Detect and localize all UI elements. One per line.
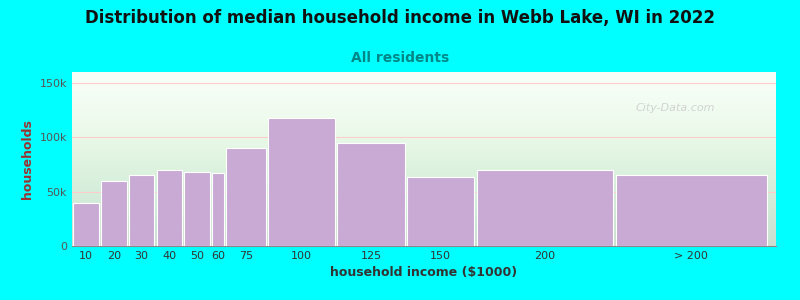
Bar — [616, 175, 766, 246]
X-axis label: household income ($1000): household income ($1000) — [330, 266, 518, 279]
Text: All residents: All residents — [351, 51, 449, 65]
Bar — [268, 118, 335, 246]
Bar — [407, 178, 474, 246]
Bar — [338, 143, 405, 246]
Bar — [129, 175, 154, 246]
Bar — [157, 170, 182, 246]
Bar — [226, 148, 266, 246]
Bar — [185, 172, 210, 246]
Bar — [477, 170, 614, 246]
Bar — [101, 181, 126, 246]
Text: Distribution of median household income in Webb Lake, WI in 2022: Distribution of median household income … — [85, 9, 715, 27]
Bar — [73, 202, 98, 246]
Text: City-Data.com: City-Data.com — [635, 103, 714, 113]
Bar — [212, 173, 224, 246]
Y-axis label: households: households — [21, 119, 34, 199]
